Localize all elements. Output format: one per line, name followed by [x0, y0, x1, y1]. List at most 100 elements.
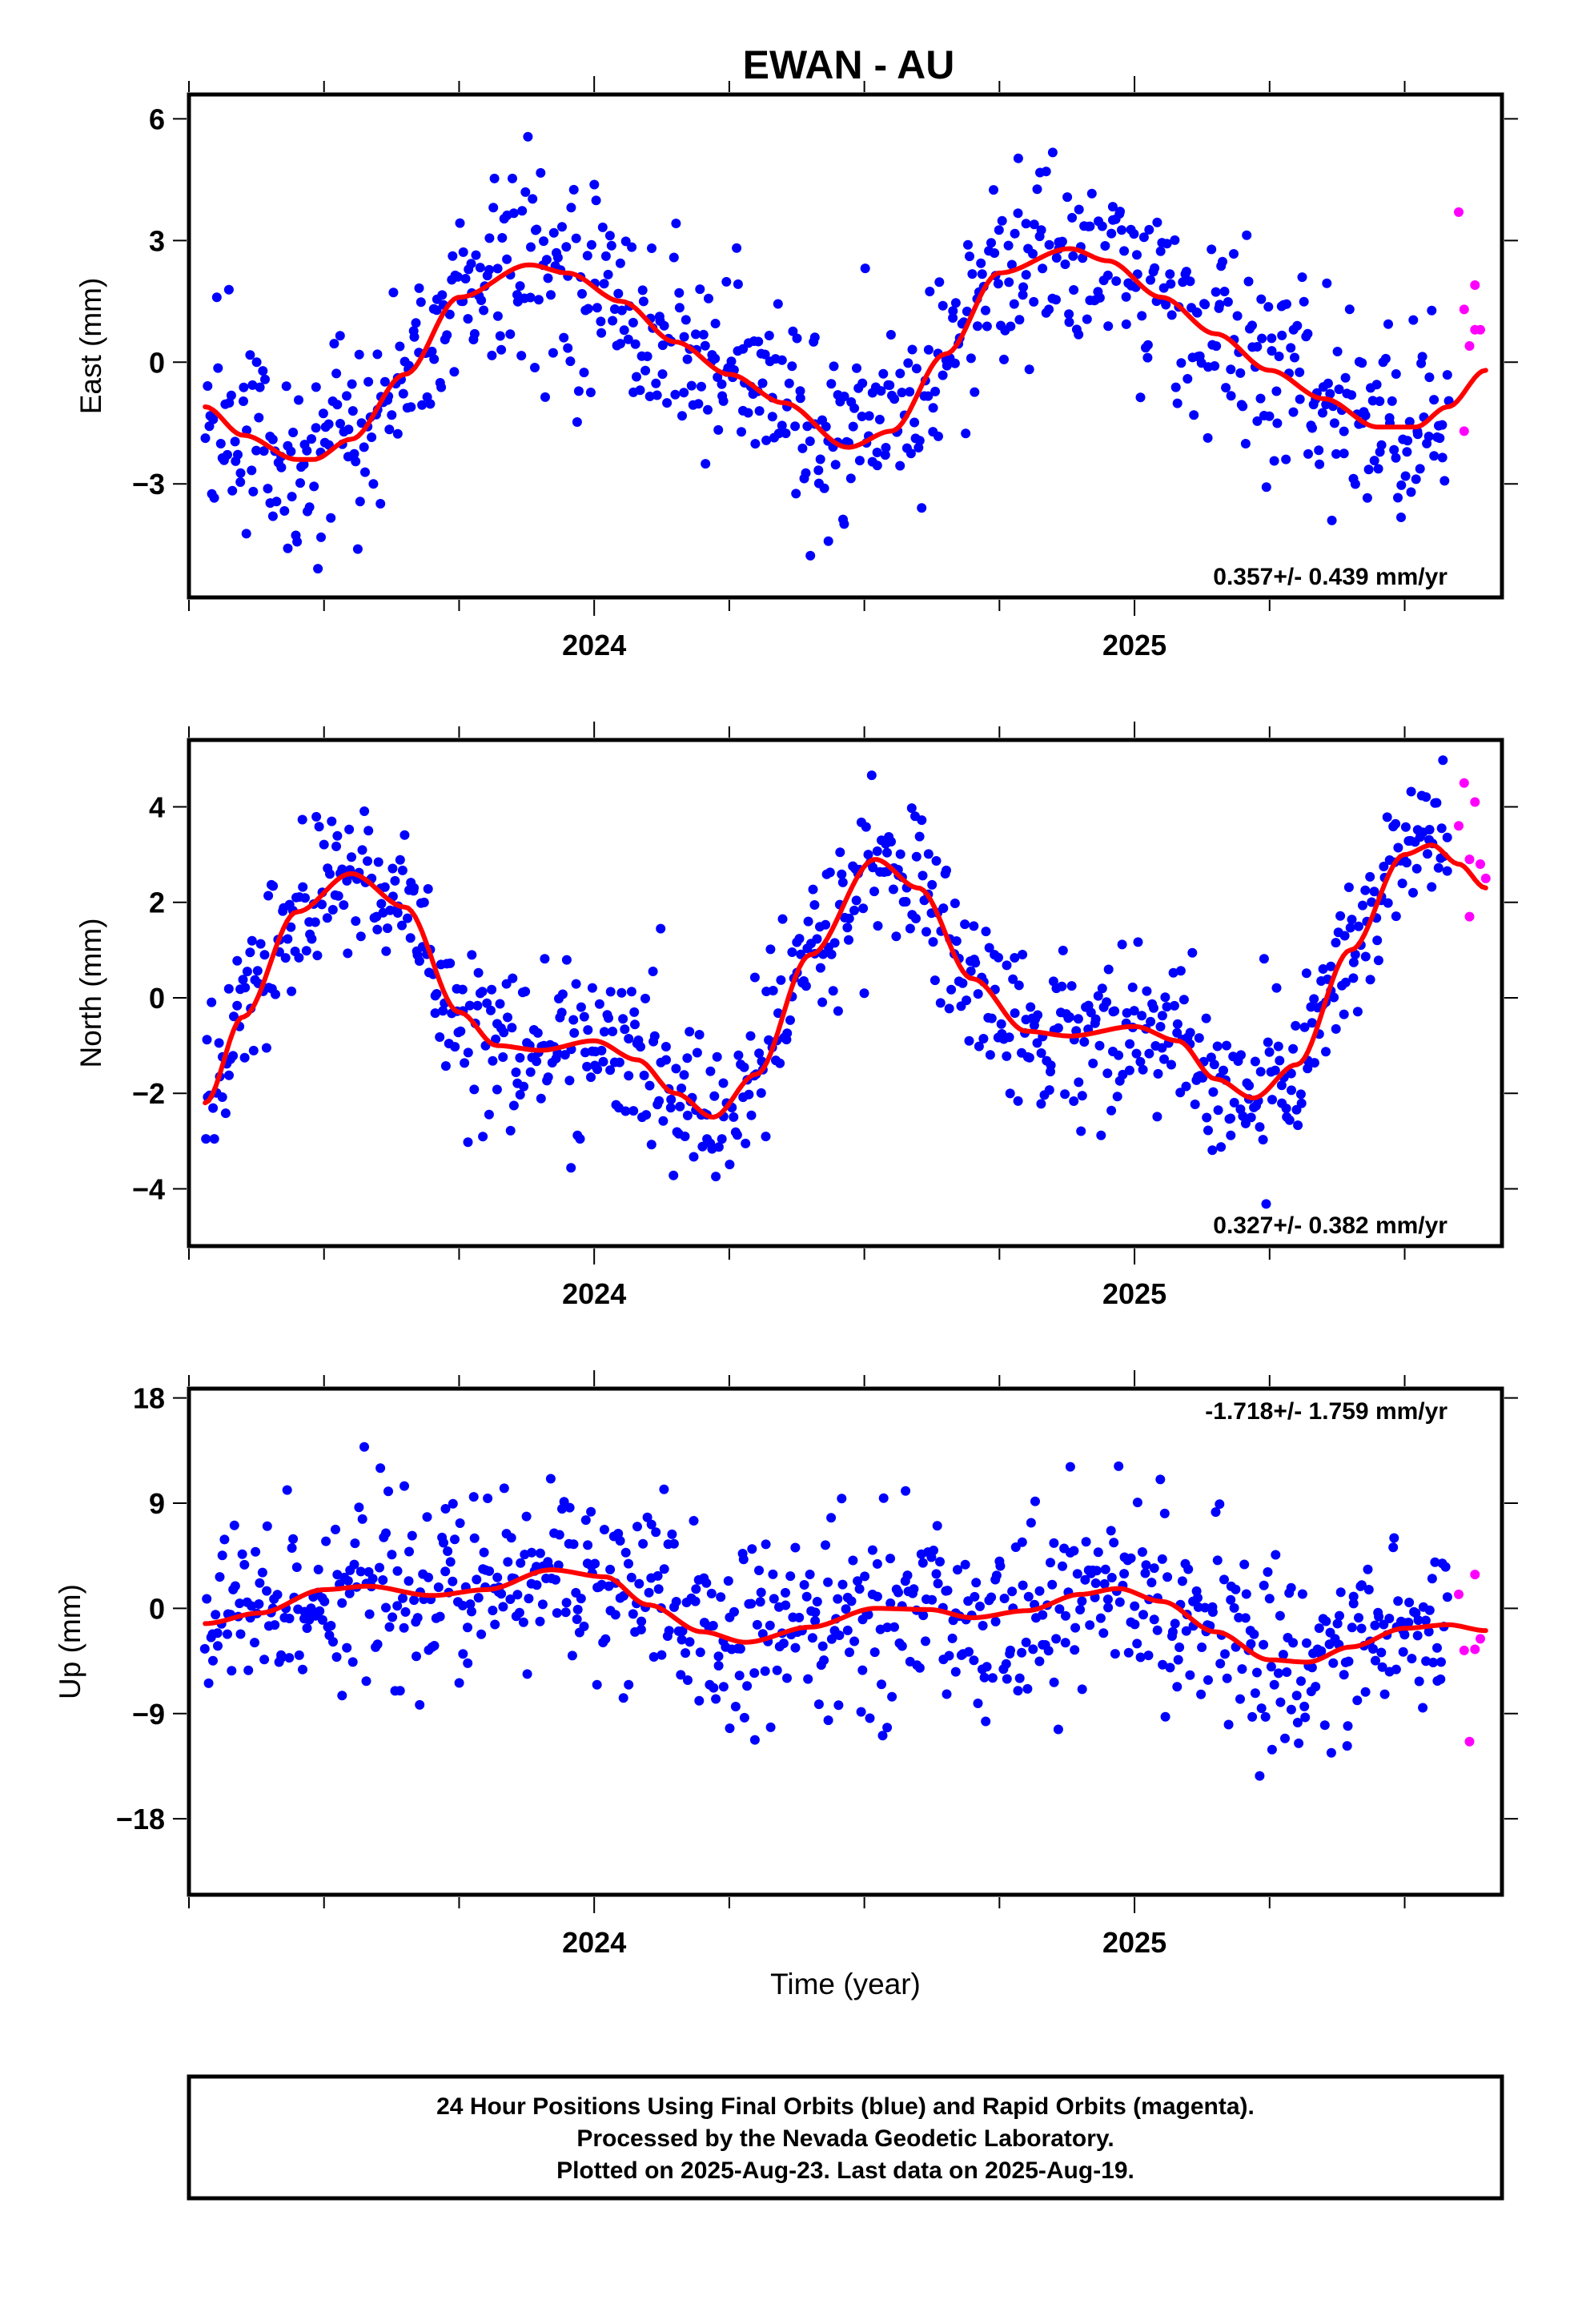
x-axis-ticks: 2024 2025	[562, 1926, 1166, 1959]
final-orbit-point	[284, 1653, 295, 1663]
final-orbit-point	[815, 963, 825, 973]
final-orbit-point	[1226, 1113, 1236, 1124]
final-orbit-point	[1006, 1645, 1015, 1655]
final-orbit-point	[238, 975, 248, 985]
final-orbit-point	[1178, 995, 1189, 1005]
final-orbit-point	[1404, 416, 1415, 427]
final-orbit-point	[1241, 1589, 1251, 1599]
final-orbit-point	[361, 1676, 371, 1687]
final-orbit-point	[732, 1130, 742, 1140]
final-orbit-point	[276, 462, 287, 472]
final-orbit-point	[1439, 476, 1450, 486]
final-orbit-point	[749, 972, 760, 983]
final-orbit-point	[536, 1093, 546, 1104]
final-orbit-point	[1307, 1663, 1317, 1673]
final-orbit-point	[857, 1665, 868, 1675]
final-orbit-point	[217, 1550, 227, 1561]
final-orbit-point	[697, 1141, 708, 1152]
final-orbit-point	[267, 434, 278, 444]
final-orbit-point	[906, 803, 917, 814]
final-orbit-point	[1013, 1096, 1023, 1106]
final-orbit-point	[1348, 973, 1359, 983]
x-axis-ticks: 2024 2025	[562, 629, 1166, 661]
final-orbit-point	[1307, 1018, 1317, 1028]
y-tick-label: 4	[149, 790, 165, 823]
final-orbit-point	[1221, 383, 1231, 393]
final-orbit-point	[1181, 1081, 1191, 1092]
final-orbit-point	[1264, 1594, 1275, 1604]
final-orbit-point	[1350, 949, 1360, 959]
final-orbit-point	[1046, 1060, 1056, 1071]
final-orbit-point	[1276, 1080, 1287, 1091]
final-orbit-point	[659, 1484, 669, 1494]
final-orbit-point	[1360, 410, 1371, 420]
final-orbit-point	[938, 903, 949, 914]
final-orbit-point	[1097, 983, 1107, 994]
final-orbit-point	[213, 1641, 223, 1651]
final-orbit-point	[821, 1540, 830, 1550]
final-orbit-point	[1172, 1682, 1182, 1692]
final-orbit-point	[730, 1702, 741, 1711]
final-orbit-point	[1282, 1667, 1292, 1677]
final-orbit-point	[592, 1064, 603, 1075]
final-orbit-point	[1093, 991, 1103, 1001]
final-orbit-point	[576, 1594, 586, 1604]
final-orbit-point	[1167, 1626, 1178, 1637]
final-orbit-point	[331, 1652, 342, 1663]
y-axis-ticks: 630−3	[132, 103, 1518, 501]
final-orbit-point	[211, 1610, 221, 1620]
final-orbit-point	[974, 1041, 984, 1051]
final-orbit-point	[1286, 1704, 1296, 1715]
final-orbit-point	[392, 1566, 403, 1576]
final-orbit-point	[1252, 416, 1263, 426]
final-orbit-point	[1406, 786, 1416, 797]
final-orbit-point	[272, 1590, 283, 1600]
final-orbit-point	[1208, 1087, 1219, 1097]
final-orbit-point	[294, 395, 303, 405]
final-orbit-point	[560, 1050, 570, 1060]
final-orbit-point	[901, 897, 911, 907]
final-orbit-point	[507, 1023, 517, 1033]
final-orbit-point	[1209, 1059, 1219, 1070]
final-orbit-point	[769, 1594, 779, 1604]
final-orbit-point	[1075, 1605, 1086, 1614]
final-orbit-point	[1202, 1112, 1212, 1123]
final-orbit-point	[1138, 1610, 1148, 1620]
final-orbit-point	[492, 1572, 503, 1582]
final-orbit-point	[1257, 333, 1267, 344]
final-orbit-point	[1074, 329, 1084, 340]
y-tick-label: −2	[132, 1077, 165, 1110]
final-orbit-point	[999, 354, 1009, 364]
final-orbit-point	[203, 381, 213, 391]
final-orbit-point	[812, 934, 822, 944]
final-orbit-point	[409, 1595, 420, 1606]
final-orbit-point	[492, 311, 503, 321]
final-orbit-point	[1391, 911, 1401, 922]
final-orbit-point	[429, 354, 440, 364]
final-orbit-point	[803, 916, 813, 927]
final-orbit-point	[608, 1027, 618, 1036]
final-orbit-point	[710, 353, 721, 364]
final-orbit-point	[1185, 1027, 1195, 1038]
final-orbit-point	[777, 355, 787, 365]
y-tick-label: 9	[149, 1487, 165, 1520]
final-orbit-point	[859, 988, 869, 999]
final-orbit-point	[880, 450, 890, 460]
final-orbit-point	[1014, 315, 1025, 325]
final-orbit-point	[1282, 299, 1291, 309]
final-orbit-point	[1106, 1526, 1116, 1536]
final-orbit-point	[1299, 296, 1309, 307]
final-orbit-point	[1142, 340, 1153, 350]
final-orbit-point	[760, 349, 770, 360]
final-orbit-point	[1222, 1040, 1231, 1051]
final-orbit-point	[536, 167, 546, 178]
final-orbit-point	[435, 1611, 445, 1622]
final-orbit-point	[388, 287, 399, 298]
final-orbit-point	[458, 1600, 468, 1610]
final-orbit-point	[448, 1498, 458, 1509]
x-tick-label: 2024	[562, 1926, 626, 1959]
final-orbit-point	[610, 1610, 620, 1620]
final-orbit-point	[882, 1622, 893, 1633]
final-orbit-point	[259, 950, 270, 960]
final-orbit-point	[656, 1650, 667, 1660]
